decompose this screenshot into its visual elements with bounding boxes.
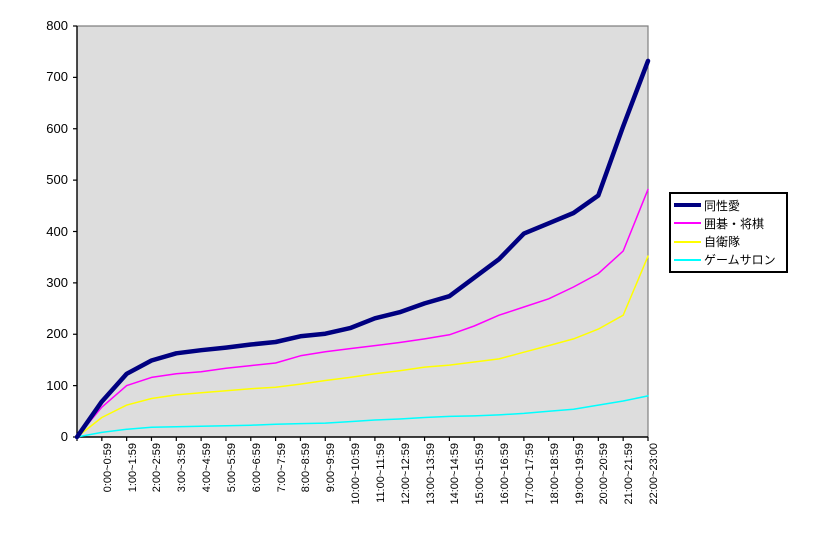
x-axis-tick-label: 1:00~1:59 xyxy=(126,443,139,493)
x-axis-tick-label: 10:00~10:59 xyxy=(350,443,363,505)
legend-line-swatch xyxy=(674,222,701,225)
y-axis-tick-label: 0 xyxy=(60,429,68,444)
x-axis-tick-label: 7:00~7:59 xyxy=(275,443,288,493)
x-axis-tick-label: 15:00~15:59 xyxy=(474,443,487,505)
plot-area xyxy=(77,26,648,437)
legend-label: ゲームサロン xyxy=(704,253,776,268)
x-axis-tick-label: 19:00~19:59 xyxy=(573,443,586,505)
x-axis-tick-label: 4:00~4:59 xyxy=(201,443,214,493)
x-axis-tick-label: 5:00~5:59 xyxy=(225,443,238,493)
y-axis-tick-label: 400 xyxy=(46,223,68,239)
x-axis-tick-label: 3:00~3:59 xyxy=(176,443,189,493)
series-line-1 xyxy=(76,188,649,438)
x-axis-tick-label: 12:00~12:59 xyxy=(399,443,412,505)
x-axis-tick-label: 9:00~9:59 xyxy=(325,443,338,493)
x-axis-tick-label: 11:00~11:59 xyxy=(374,443,387,503)
legend-item: 自衛隊 xyxy=(671,233,786,250)
y-axis-tick-label: 500 xyxy=(46,172,68,188)
legend-line-swatch xyxy=(674,258,701,261)
y-axis-tick-label: 800 xyxy=(46,18,68,33)
legend-label: 同性愛 xyxy=(704,198,741,213)
x-axis-tick-label: 22:00~23:00 xyxy=(648,443,660,505)
series-line-3 xyxy=(76,395,649,438)
x-axis-tick-label: 8:00~8:59 xyxy=(300,443,313,493)
legend-label: 自衛隊 xyxy=(704,235,741,250)
legend-item: 同性愛 xyxy=(671,197,786,214)
legend: 同性愛 囲碁・将棋 自衛隊 ゲームサロン xyxy=(669,192,788,273)
legend-item: 囲碁・将棋 xyxy=(671,215,786,232)
x-axis-tick-label: 20:00~20:59 xyxy=(598,443,611,505)
legend-line-swatch xyxy=(674,240,701,243)
legend-line-swatch xyxy=(674,202,701,208)
x-axis-tick-label: 2:00~2:59 xyxy=(151,443,164,493)
x-axis-tick-label: 18:00~18:59 xyxy=(548,443,561,505)
y-axis-tick-label: 600 xyxy=(46,120,68,136)
x-axis-tick-label: 6:00~6:59 xyxy=(250,443,263,493)
x-axis-tick-label: 21:00~21:59 xyxy=(623,443,636,505)
x-axis-tick-label: 13:00~13:59 xyxy=(424,443,437,505)
plot-border xyxy=(77,25,649,437)
legend-item: ゲームサロン xyxy=(671,251,786,268)
x-axis-tick-label: 17:00~17:59 xyxy=(523,443,536,505)
y-axis-tick-label: 200 xyxy=(46,326,68,342)
x-axis-tick-label: 0:00~0:59 xyxy=(101,443,114,493)
y-axis-tick-label: 100 xyxy=(46,377,68,393)
series-line-2 xyxy=(76,255,649,438)
x-axis-tick-label: 16:00~16:59 xyxy=(499,443,512,505)
y-axis-tick-label: 700 xyxy=(46,69,68,85)
x-axis-tick-label: 14:00~14:59 xyxy=(449,443,462,505)
series-line-0 xyxy=(74,58,651,440)
legend-label: 囲碁・将棋 xyxy=(704,216,765,231)
y-axis-tick-label: 300 xyxy=(46,274,68,290)
